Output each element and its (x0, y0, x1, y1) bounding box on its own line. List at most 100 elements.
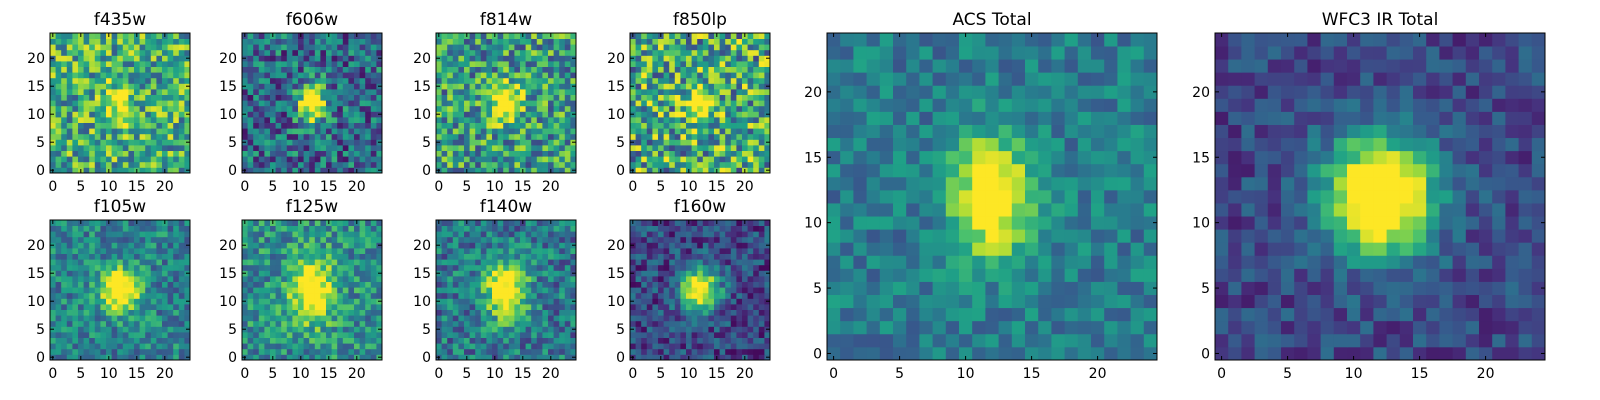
pixel-cell (508, 66, 515, 73)
pixel-cell (66, 337, 73, 344)
pixel-cell (464, 337, 470, 344)
pixel-cell (503, 33, 510, 39)
pixel-cell (742, 161, 748, 168)
pixel-cell (469, 332, 476, 338)
pixel-cell (242, 259, 248, 266)
pixel-cell (106, 315, 112, 322)
pixel-cell (441, 304, 448, 310)
pixel-cell (480, 276, 487, 282)
pixel-cell (464, 66, 470, 73)
pixel-cell (139, 287, 146, 294)
pixel-cell (178, 117, 185, 123)
pixel-cell (570, 276, 577, 282)
pixel-cell (359, 117, 366, 123)
pixel-cell (559, 167, 566, 174)
pixel-cell (436, 292, 442, 299)
pixel-cell (156, 77, 163, 84)
pixel-cell (742, 66, 748, 73)
pixel-cell (658, 133, 664, 140)
pixel-cell (89, 61, 96, 67)
pixel-cell (542, 253, 549, 260)
pixel-cell (452, 270, 459, 277)
pixel-cell (348, 343, 355, 350)
pixel-cell (156, 332, 163, 338)
pixel-cell (508, 94, 515, 101)
pixel-cell (658, 77, 664, 84)
pixel-cell (342, 145, 349, 151)
pixel-cell (674, 44, 681, 51)
pixel-cell (508, 231, 515, 238)
pixel-cell (719, 133, 726, 140)
pixel-cell (106, 253, 112, 260)
pixel-cell (178, 220, 185, 226)
pixel-cell (150, 220, 157, 226)
pixel-cell (264, 156, 271, 163)
pixel-cell (458, 77, 465, 84)
pixel-cell (72, 236, 79, 243)
pixel-cell (320, 220, 327, 226)
pixel-cell (156, 111, 163, 118)
pixel-cell (359, 145, 366, 151)
pixel-cell (702, 304, 709, 310)
pixel-cell (66, 276, 73, 282)
pixel-cell (264, 44, 271, 51)
pixel-cell (730, 89, 737, 95)
pixel-cell (331, 111, 338, 118)
pixel-cell (331, 83, 338, 90)
pixel-cell (326, 139, 332, 146)
pixel-cell (258, 55, 265, 62)
pixel-cell (167, 220, 174, 226)
pixel-cell (553, 72, 560, 79)
pixel-cell (702, 139, 709, 146)
pixel-cell (55, 309, 62, 316)
pixel-cell (764, 128, 771, 135)
pixel-cell (150, 309, 157, 316)
pixel-cell (452, 156, 459, 163)
pixel-cell (669, 77, 676, 84)
pixel-cell (167, 117, 174, 123)
pixel-cell (464, 309, 470, 316)
pixel-cell (122, 259, 129, 266)
pixel-cell (78, 94, 84, 101)
pixel-cell (564, 105, 571, 112)
pixel-cell (162, 133, 168, 140)
pixel-cell (652, 38, 659, 45)
pixel-cell (635, 33, 642, 39)
pixel-cell (348, 77, 355, 84)
pixel-cell (758, 89, 765, 95)
pixel-cell (100, 122, 107, 129)
pixel-cell (275, 264, 282, 271)
pixel-cell (630, 348, 636, 355)
pixel-cell (753, 94, 760, 101)
pixel-cell (61, 292, 68, 299)
pixel-cell (66, 236, 73, 243)
pixel-cell (66, 343, 73, 350)
pixel-cell (452, 276, 459, 282)
pixel-cell (359, 315, 366, 322)
pixel-cell (61, 270, 68, 277)
pixel-cell (139, 281, 146, 288)
pixel-cell (641, 276, 648, 282)
pixel-cell (564, 161, 571, 168)
pixel-cell (570, 44, 577, 51)
pixel-cell (298, 287, 304, 294)
pixel-cell (359, 128, 366, 135)
pixel-cell (122, 61, 129, 67)
pixel-cell (156, 150, 163, 157)
pixel-cell (55, 145, 62, 151)
pixel-cell (641, 298, 648, 305)
pixel-cell (714, 270, 720, 277)
pixel-cell (139, 94, 146, 101)
pixel-cell (714, 161, 720, 168)
pixel-cell (646, 139, 653, 146)
pixel-cell (475, 55, 482, 62)
pixel-cell (508, 89, 515, 95)
pixel-cell (309, 231, 316, 238)
pixel-cell (542, 117, 549, 123)
pixel-cell (156, 167, 163, 174)
pixel-cell (128, 44, 135, 51)
pixel-cell (480, 150, 487, 157)
pixel-cell (486, 276, 493, 282)
pixel-cell (542, 139, 549, 146)
pixel-cell (106, 49, 112, 56)
